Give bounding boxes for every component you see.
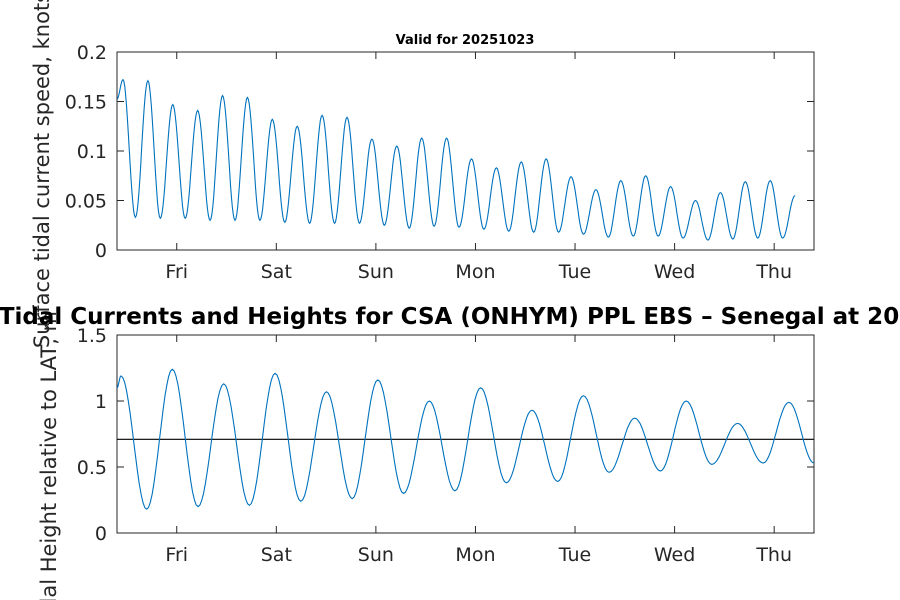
current-speed-x-ticks: Fri Sat Sun Mon Tue Wed Thu	[165, 52, 792, 283]
current-speed-y-tick-label: 0.05	[65, 191, 107, 213]
figure-main-title: Tidal Currents and Heights for CSA (ONHY…	[0, 304, 900, 330]
current-speed-x-tick-label: Tue	[558, 261, 591, 283]
tidal-height-plot-frame	[116, 334, 815, 534]
tidal-height-x-ticks: Fri Sat Sun Mon Tue Wed Thu	[165, 335, 792, 566]
tidal-height-y-tick-label: 0.5	[77, 457, 107, 479]
tidal-height-x-tick-label: Fri	[165, 544, 188, 566]
current-speed-x-tick-label: Thu	[755, 261, 792, 283]
tidal-height-x-tick-label: Sun	[358, 544, 394, 566]
current-speed-y-ticks: 0 0.05 0.1 0.15 0.2	[65, 42, 814, 262]
tidal-height-x-tick-label: Sat	[261, 544, 292, 566]
tidal-height-x-tick-label: Tue	[558, 544, 591, 566]
current-speed-x-tick-label: Sat	[261, 261, 292, 283]
current-speed-x-tick-label: Mon	[455, 261, 495, 283]
current-speed-y-axis-label: Surface tidal current speed, knots	[30, 0, 54, 348]
current-speed-x-tick-label: Sun	[358, 261, 394, 283]
current-speed-x-tick-label: Fri	[165, 261, 188, 283]
current-speed-y-tick-label: 0.1	[77, 141, 107, 163]
current-speed-y-tick-label: 0.2	[77, 42, 107, 64]
tidal-height-axes: 0 0.5 1 1.5 Fri Sat Sun Mon Tue Wed Thu Tidal Hei…	[37, 311, 815, 600]
tidal-height-series-line	[116, 368, 815, 510]
current-speed-y-tick-label: 0.15	[65, 92, 107, 114]
tidal-height-y-tick-label: 0	[95, 523, 107, 545]
tidal-height-x-tick-label: Wed	[654, 544, 695, 566]
tidal-height-y-tick-label: 1.5	[77, 325, 107, 347]
tidal-height-y-tick-label: 1	[95, 391, 107, 413]
tidal-height-y-ticks: 0 0.5 1 1.5	[77, 325, 814, 545]
current-speed-y-tick-label: 0	[95, 240, 107, 262]
tidal-height-x-tick-label: Mon	[455, 544, 495, 566]
current-speed-plot-frame	[116, 51, 815, 251]
current-speed-axes: 0 0.05 0.1 0.15 0.2 Fri Sat Sun Mon Tue Wed Thu Va…	[30, 0, 815, 348]
current-speed-x-tick-label: Wed	[654, 261, 695, 283]
tidal-height-x-tick-label: Thu	[755, 544, 792, 566]
tidal-height-y-axis-label: Tidal Height relative to LAT, m	[37, 311, 61, 600]
current-speed-chart-title: Valid for 20251023	[396, 33, 535, 48]
current-speed-series-line	[116, 78, 796, 241]
